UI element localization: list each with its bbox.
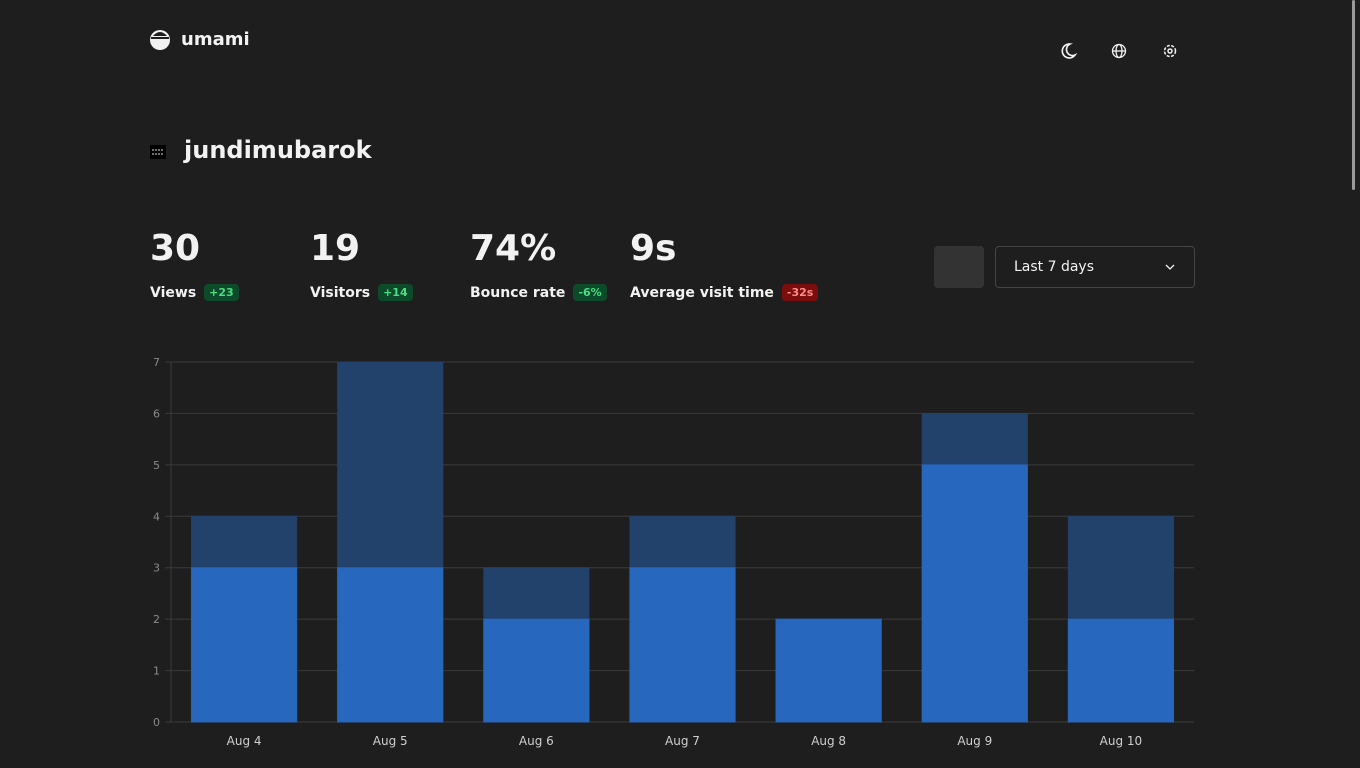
stat-change: +23 <box>204 284 239 301</box>
y-tick-label: 7 <box>153 356 160 369</box>
stat-value: 30 <box>150 228 201 269</box>
stat-label: Views <box>150 284 197 301</box>
bar <box>190 567 298 723</box>
y-tick-label: 1 <box>153 665 160 678</box>
website-name: jundimubarok <box>184 136 372 164</box>
stat-label: Visitors <box>310 284 371 301</box>
x-tick-label: Aug 5 <box>373 734 408 748</box>
y-tick-label: 5 <box>153 459 160 472</box>
stat-label: Average visit time <box>630 284 774 301</box>
stat-change: -32s <box>781 284 819 301</box>
language-icon[interactable] <box>1111 43 1127 59</box>
stat-change: -6% <box>573 284 607 301</box>
bar <box>337 567 444 723</box>
y-tick-label: 6 <box>153 407 160 420</box>
stat: 19 Visitors +14 <box>310 228 413 301</box>
stat-value: 9s <box>630 228 677 269</box>
brand: umami <box>181 29 250 50</box>
stat: 74% Bounce rate -6% <box>470 228 607 301</box>
date-range-dropdown[interactable]: Last 7 days <box>995 246 1195 288</box>
theme-icon[interactable] <box>1061 43 1078 59</box>
scrollbar[interactable] <box>1352 0 1355 190</box>
refresh-button[interactable] <box>934 246 984 288</box>
stat-change: +14 <box>378 284 413 301</box>
stat-value: 74% <box>470 228 557 269</box>
bar <box>483 618 590 723</box>
logo <box>150 30 170 50</box>
stat-value: 19 <box>310 228 361 269</box>
x-tick-label: Aug 4 <box>227 734 262 748</box>
y-tick-label: 4 <box>153 510 160 523</box>
x-tick-label: Aug 10 <box>1100 734 1143 748</box>
bar <box>921 464 1028 723</box>
site-favicon <box>150 145 166 159</box>
y-tick-label: 3 <box>153 562 160 575</box>
x-tick-label: Aug 7 <box>665 734 700 748</box>
x-tick-label: Aug 8 <box>811 734 846 748</box>
stat-label: Bounce rate <box>470 284 566 301</box>
dropdown-arrow <box>1165 264 1175 270</box>
bar <box>1067 618 1175 723</box>
y-tick-label: 2 <box>153 613 160 626</box>
bar <box>629 567 736 723</box>
settings-icon[interactable] <box>1163 44 1177 58</box>
y-tick-label: 0 <box>153 716 160 729</box>
stat: 9s Average visit time -32s <box>630 228 819 301</box>
stat: 30 Views +23 <box>150 228 239 301</box>
x-tick-label: Aug 9 <box>957 734 992 748</box>
date-range[interactable]: Last 7 days <box>1014 259 1095 275</box>
bar <box>775 618 882 723</box>
x-tick-label: Aug 6 <box>519 734 554 748</box>
